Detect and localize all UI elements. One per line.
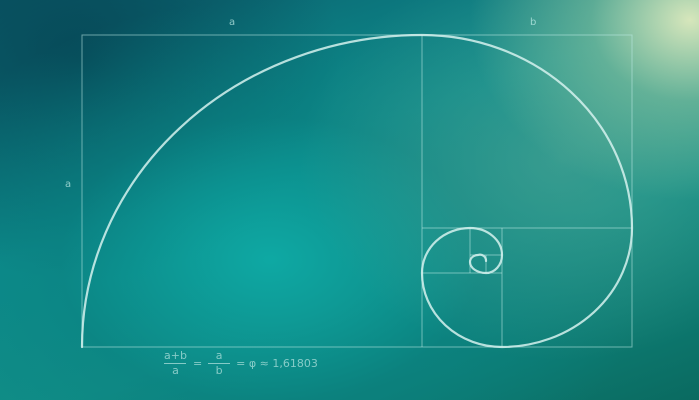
fraction-1-bar xyxy=(164,363,187,364)
outer-rectangle xyxy=(81,34,633,348)
label-side-a: a xyxy=(65,179,72,190)
fraction-2-bar xyxy=(208,363,231,364)
fraction-1-denominator: a xyxy=(172,364,179,377)
fraction-2-numerator: a xyxy=(215,349,223,362)
fraction-a-over-b: a b xyxy=(208,349,231,377)
fraction-a-plus-b-over-a: a+b a xyxy=(164,350,187,377)
golden-ratio-formula: a+b a = a b = φ ≈ 1,61803 xyxy=(164,350,318,377)
fraction-2-denominator: b xyxy=(215,364,223,377)
phi-result: = φ ≈ 1,61803 xyxy=(236,357,318,370)
golden-spiral xyxy=(80,33,634,349)
label-top-a: a xyxy=(229,17,236,28)
equals-sign: = xyxy=(192,357,203,370)
fraction-1-numerator: a+b xyxy=(164,349,187,362)
label-top-b: b xyxy=(530,17,537,28)
